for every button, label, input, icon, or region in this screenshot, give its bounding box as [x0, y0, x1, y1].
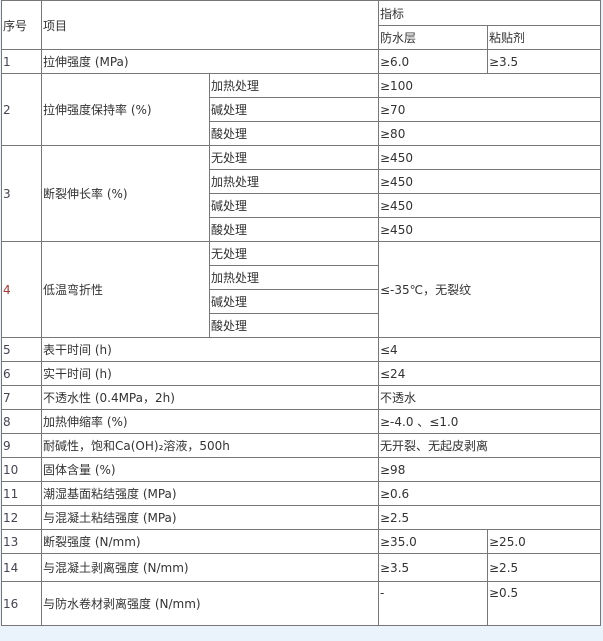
header-layer: 防水层 [378, 25, 488, 50]
header-index: 指标 [378, 0, 601, 26]
table-row: 4 低温弯折性 无处理 ≤-35℃，无裂纹 [1, 241, 601, 338]
row-cond: 无处理 [209, 145, 379, 170]
row-value: 无开裂、无起皮剥离 [378, 433, 601, 458]
row-cond: 加热处理 [209, 265, 379, 290]
row-value: ≤24 [378, 361, 601, 386]
row-no: 6 [1, 361, 42, 386]
row-item: 与混凝土粘结强度 (MPa) [41, 505, 379, 530]
row-cond: 无处理 [209, 241, 379, 266]
row-no: 11 [1, 481, 42, 506]
table-row: 3 断裂伸长率 (%) 无处理 ≥450 [1, 145, 601, 242]
row-no: 12 [1, 505, 42, 530]
row-adhesive: ≥25.0 [487, 529, 601, 554]
header-adhesive: 粘贴剂 [487, 25, 601, 50]
row-cond: 碱处理 [209, 97, 379, 122]
row-item: 潮湿基面粘结强度 (MPa) [41, 481, 379, 506]
row-no: 16 [1, 581, 42, 626]
table-row: 9 耐碱性，饱和Ca(OH)₂溶液，500h 无开裂、无起皮剥离 [1, 433, 601, 458]
row-item: 拉伸强度保持率 (%) [41, 73, 210, 146]
table-row: 12 与混凝土粘结强度 (MPa) ≥2.5 [1, 505, 601, 530]
row-adhesive: ≥0.5 [487, 581, 601, 626]
row-value: ≥450 [378, 169, 601, 194]
row-cond: 加热处理 [209, 169, 379, 194]
table-row: 14 与混凝土剥离强度 (N/mm) ≥3.5 ≥2.5 [1, 553, 601, 582]
row-adhesive: ≥3.5 [487, 49, 601, 74]
row-no: 9 [1, 433, 42, 458]
row-cond: 碱处理 [209, 193, 379, 218]
table-row: 16 与防水卷材剥离强度 (N/mm) - ≥0.5 [1, 581, 601, 626]
row-item: 与混凝土剥离强度 (N/mm) [41, 553, 379, 582]
row-adhesive: ≥2.5 [487, 553, 601, 582]
header-no: 序号 [1, 0, 42, 50]
row-value: ≥0.6 [378, 481, 601, 506]
row-cond: 酸处理 [209, 313, 379, 338]
row-item: 耐碱性，饱和Ca(OH)₂溶液，500h [41, 433, 379, 458]
row-value: ≥-4.0 、≤1.0 [378, 409, 601, 434]
row-value: 不透水 [378, 385, 601, 410]
spec-table: 序号 项目 指标 防水层 粘贴剂 1 拉伸强度 (MPa) ≥6.0 ≥3.5 2 拉伸强度保… [1, 0, 601, 626]
row-value: ≥100 [378, 73, 601, 98]
row-layer: ≥35.0 [378, 529, 488, 554]
row-layer: ≥6.0 [378, 49, 488, 74]
table-row: 7 不透水性 (0.4MPa，2h) 不透水 [1, 385, 601, 410]
row-cond: 加热处理 [209, 73, 379, 98]
table-row: 5 表干时间 (h) ≤4 [1, 337, 601, 362]
row-layer: - [378, 581, 488, 626]
row-value: ≤-35℃，无裂纹 [378, 241, 601, 338]
row-no: 1 [1, 49, 42, 74]
row-item: 表干时间 (h) [41, 337, 379, 362]
row-cond: 酸处理 [209, 217, 379, 242]
row-no: 2 [1, 73, 42, 146]
row-item: 拉伸强度 (MPa) [41, 49, 379, 74]
row-value: ≥98 [378, 457, 601, 482]
table-row: 10 固体含量 (%) ≥98 [1, 457, 601, 482]
row-value: ≥450 [378, 145, 601, 170]
row-item: 断裂强度 (N/mm) [41, 529, 379, 554]
table-row: 11 潮湿基面粘结强度 (MPa) ≥0.6 [1, 481, 601, 506]
row-no: 14 [1, 553, 42, 582]
row-value: ≥2.5 [378, 505, 601, 530]
row-no: 4 [1, 241, 42, 338]
row-cond: 碱处理 [209, 289, 379, 314]
header-item: 项目 [41, 0, 379, 50]
row-no: 10 [1, 457, 42, 482]
row-value: ≥450 [378, 193, 601, 218]
table-row: 2 拉伸强度保持率 (%) 加热处理 ≥100 [1, 73, 601, 146]
row-no: 8 [1, 409, 42, 434]
row-item: 加热伸缩率 (%) [41, 409, 379, 434]
row-item: 与防水卷材剥离强度 (N/mm) [41, 581, 379, 626]
row-item: 实干时间 (h) [41, 361, 379, 386]
row-no: 3 [1, 145, 42, 242]
row-value: ≥450 [378, 217, 601, 242]
table-row: 8 加热伸缩率 (%) ≥-4.0 、≤1.0 [1, 409, 601, 434]
table-row: 1 拉伸强度 (MPa) ≥6.0 ≥3.5 [1, 49, 601, 74]
row-layer: ≥3.5 [378, 553, 488, 582]
table-row: 6 实干时间 (h) ≤24 [1, 361, 601, 386]
row-value: ≤4 [378, 337, 601, 362]
row-value: ≥70 [378, 97, 601, 122]
row-no: 13 [1, 529, 42, 554]
row-value: ≥80 [378, 121, 601, 146]
row-item: 固体含量 (%) [41, 457, 379, 482]
row-no: 7 [1, 385, 42, 410]
row-cond: 酸处理 [209, 121, 379, 146]
row-item: 断裂伸长率 (%) [41, 145, 210, 242]
row-item: 低温弯折性 [41, 241, 210, 338]
table-row: 13 断裂强度 (N/mm) ≥35.0 ≥25.0 [1, 529, 601, 554]
row-no: 5 [1, 337, 42, 362]
row-item: 不透水性 (0.4MPa，2h) [41, 385, 379, 410]
